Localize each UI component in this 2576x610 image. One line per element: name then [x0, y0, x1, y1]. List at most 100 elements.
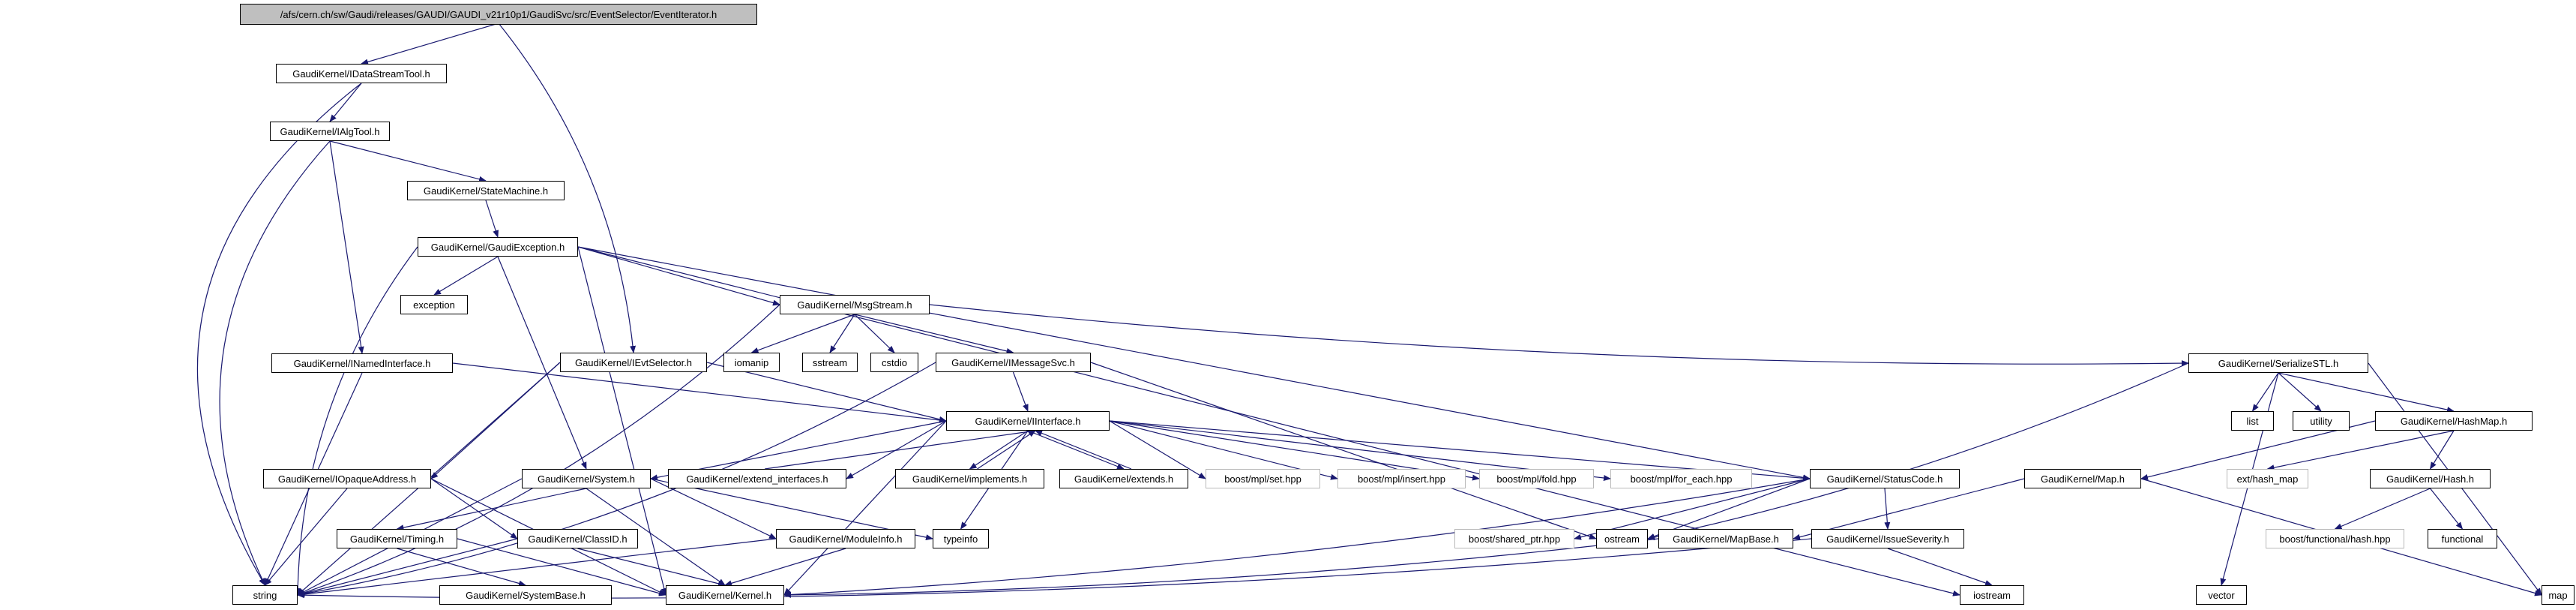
- graph-node-classid[interactable]: GaudiKernel/ClassID.h: [517, 529, 638, 548]
- graph-node-iinterface[interactable]: GaudiKernel/IInterface.h: [946, 411, 1110, 431]
- edge-hashmap-to-ext_hashmap: [2266, 430, 2455, 471]
- graph-node-hashmap[interactable]: GaudiKernel/HashMap.h: [2375, 411, 2533, 431]
- edge-system-to-kernel: [586, 488, 726, 586]
- edge-moduleinfo-to-kernel: [724, 548, 846, 587]
- graph-node-issueseverity[interactable]: GaudiKernel/IssueSeverity.h: [1811, 529, 1964, 548]
- edge-idatastreamtool-to-string: [196, 83, 362, 586]
- edge-classid-to-kernel: [577, 548, 726, 587]
- edge-inamedinterface-to-iinterface: [452, 362, 947, 423]
- edge-system-to-moduleinfo: [650, 478, 777, 539]
- edge-ialgtool-to-inamedinterface: [329, 140, 364, 354]
- edge-iinterface-to-kernel: [783, 420, 947, 596]
- edge-hashmap-to-hash_h: [2429, 430, 2455, 470]
- graph-node-shared_ptr: boost/shared_ptr.hpp: [1454, 529, 1574, 548]
- graph-node-list: list: [2231, 411, 2274, 431]
- edge-msgstream-to-serializestl: [929, 304, 2189, 367]
- edge-imessagesvc-to-string: [297, 362, 936, 597]
- graph-node-system[interactable]: GaudiKernel/System.h: [522, 469, 651, 488]
- graph-node-ostream: ostream: [1596, 529, 1648, 548]
- graph-node-vector: vector: [2196, 585, 2247, 605]
- edge-root-to-idatastreamtool: [361, 23, 499, 65]
- edge-statuscode-to-issueseverity: [1884, 488, 1891, 530]
- edge-hash_h-to-boost_hash: [2334, 488, 2431, 530]
- edge-extend_interfaces-to-iinterface: [764, 428, 1036, 470]
- edge-serializestl-to-utility: [2278, 372, 2322, 412]
- edge-hash_h-to-functional: [2430, 488, 2464, 530]
- graph-node-extends[interactable]: GaudiKernel/extends.h: [1059, 469, 1188, 488]
- graph-node-ialgtool[interactable]: GaudiKernel/IAlgTool.h: [270, 122, 390, 141]
- graph-node-sstream: sstream: [802, 353, 858, 372]
- graph-node-statuscode[interactable]: GaudiKernel/StatusCode.h: [1810, 469, 1960, 488]
- graph-node-imessagesvc[interactable]: GaudiKernel/IMessageSvc.h: [936, 353, 1091, 372]
- graph-node-idatastreamtool[interactable]: GaudiKernel/IDataStreamTool.h: [276, 64, 447, 83]
- edge-iinterface-to-mpl_set: [1109, 420, 1206, 479]
- graph-node-mpl_insert: boost/mpl/insert.hpp: [1337, 469, 1466, 488]
- edge-gaudiexception-to-msgstream: [577, 246, 780, 306]
- graph-node-map_h[interactable]: GaudiKernel/Map.h: [2024, 469, 2141, 488]
- graph-node-iomanip: iomanip: [723, 353, 780, 372]
- edge-serializestl-to-ostream: [1647, 362, 2189, 541]
- edge-ialgtool-to-string: [219, 140, 331, 586]
- graph-node-root: /afs/cern.ch/sw/Gaudi/releases/GAUDI/GAU…: [240, 4, 757, 25]
- edge-mapbase-to-kernel: [783, 538, 1659, 598]
- edge-serializestl-to-hashmap: [2278, 372, 2455, 413]
- edge-imessagesvc-to-iinterface: [1012, 371, 1029, 412]
- graph-node-map: map: [2542, 585, 2575, 605]
- graph-node-exception: exception: [400, 295, 468, 314]
- edge-msgstream-to-iomanip: [750, 314, 855, 353]
- graph-node-cstdio: cstdio: [870, 353, 918, 372]
- edge-root-to-ievtselector: [498, 23, 637, 353]
- edge-timing-to-systembase: [397, 548, 526, 587]
- graph-node-inamedinterface[interactable]: GaudiKernel/INamedInterface.h: [271, 353, 453, 373]
- edge-statemachine-to-gaudiexception: [485, 200, 499, 238]
- edge-issueseverity-to-iostream: [1887, 548, 1993, 586]
- edge-iinterface-to-implements: [969, 430, 1029, 470]
- edge-msgstream-to-cstdio: [854, 314, 895, 353]
- edge-system-to-timing: [396, 488, 587, 531]
- graph-node-moduleinfo[interactable]: GaudiKernel/ModuleInfo.h: [776, 529, 915, 548]
- edge-extends-to-iinterface: [1035, 430, 1132, 470]
- graph-node-mpl_fold: boost/mpl/fold.hpp: [1479, 469, 1594, 488]
- graph-node-mpl_foreach: boost/mpl/for_each.hpp: [1610, 469, 1752, 488]
- graph-node-mapbase[interactable]: GaudiKernel/MapBase.h: [1658, 529, 1793, 548]
- edge-gaudiexception-to-exception: [433, 256, 499, 296]
- graph-node-gaudiexception[interactable]: GaudiKernel/GaudiException.h: [418, 237, 578, 257]
- edge-statuscode-to-kernel: [783, 478, 1811, 598]
- edge-gaudiexception-to-system: [497, 256, 587, 470]
- graph-node-hash_h[interactable]: GaudiKernel/Hash.h: [2370, 469, 2491, 488]
- edge-iopaqueaddress-to-classid: [430, 478, 518, 539]
- graph-node-statemachine[interactable]: GaudiKernel/StateMachine.h: [407, 181, 565, 200]
- edge-gaudiexception-to-kernel: [577, 246, 667, 596]
- graph-node-iopaqueaddress[interactable]: GaudiKernel/IOpaqueAddress.h: [263, 469, 431, 488]
- graph-node-timing[interactable]: GaudiKernel/Timing.h: [337, 529, 457, 548]
- edge-gaudiexception-to-string: [295, 246, 418, 596]
- edge-msgstream-to-sstream: [829, 314, 855, 353]
- graph-node-typeinfo: typeinfo: [933, 529, 989, 548]
- graph-node-serializestl[interactable]: GaudiKernel/SerializeSTL.h: [2188, 353, 2368, 373]
- edge-imessagesvc-to-ostream: [1090, 362, 1597, 539]
- edge-msgstream-to-imessagesvc: [854, 314, 1014, 354]
- graph-node-systembase[interactable]: GaudiKernel/SystemBase.h: [439, 585, 612, 605]
- edge-iopaqueaddress-to-string: [264, 488, 348, 586]
- edge-classid-to-string: [297, 538, 518, 596]
- graph-node-functional: functional: [2428, 529, 2497, 548]
- edge-msgstream-to-string: [297, 304, 780, 596]
- edge-iinterface-to-extends: [1027, 430, 1125, 470]
- graph-node-implements[interactable]: GaudiKernel/implements.h: [895, 469, 1044, 488]
- graph-node-ext_hashmap: ext/hash_map: [2227, 469, 2308, 488]
- edge-gaudiexception-to-statuscode: [577, 246, 1811, 481]
- edge-ialgtool-to-statemachine: [329, 140, 487, 182]
- edge-iinterface-to-extend_interfaces: [846, 420, 947, 479]
- edge-implements-to-iinterface: [977, 430, 1036, 470]
- graph-node-iostream: iostream: [1960, 585, 2024, 605]
- edge-idatastreamtool-to-ialgtool: [329, 83, 362, 122]
- graph-node-string: string: [232, 585, 298, 605]
- graph-node-kernel[interactable]: GaudiKernel/Kernel.h: [666, 585, 784, 605]
- graph-node-ievtselector[interactable]: GaudiKernel/IEvtSelector.h: [560, 353, 707, 372]
- graph-node-boost_hash: boost/functional/hash.hpp: [2266, 529, 2404, 548]
- edge-timing-to-kernel: [457, 538, 666, 596]
- edge-serializestl-to-list: [2251, 372, 2279, 412]
- graph-node-msgstream[interactable]: GaudiKernel/MsgStream.h: [780, 295, 930, 314]
- graph-node-extend_interfaces[interactable]: GaudiKernel/extend_interfaces.h: [668, 469, 846, 488]
